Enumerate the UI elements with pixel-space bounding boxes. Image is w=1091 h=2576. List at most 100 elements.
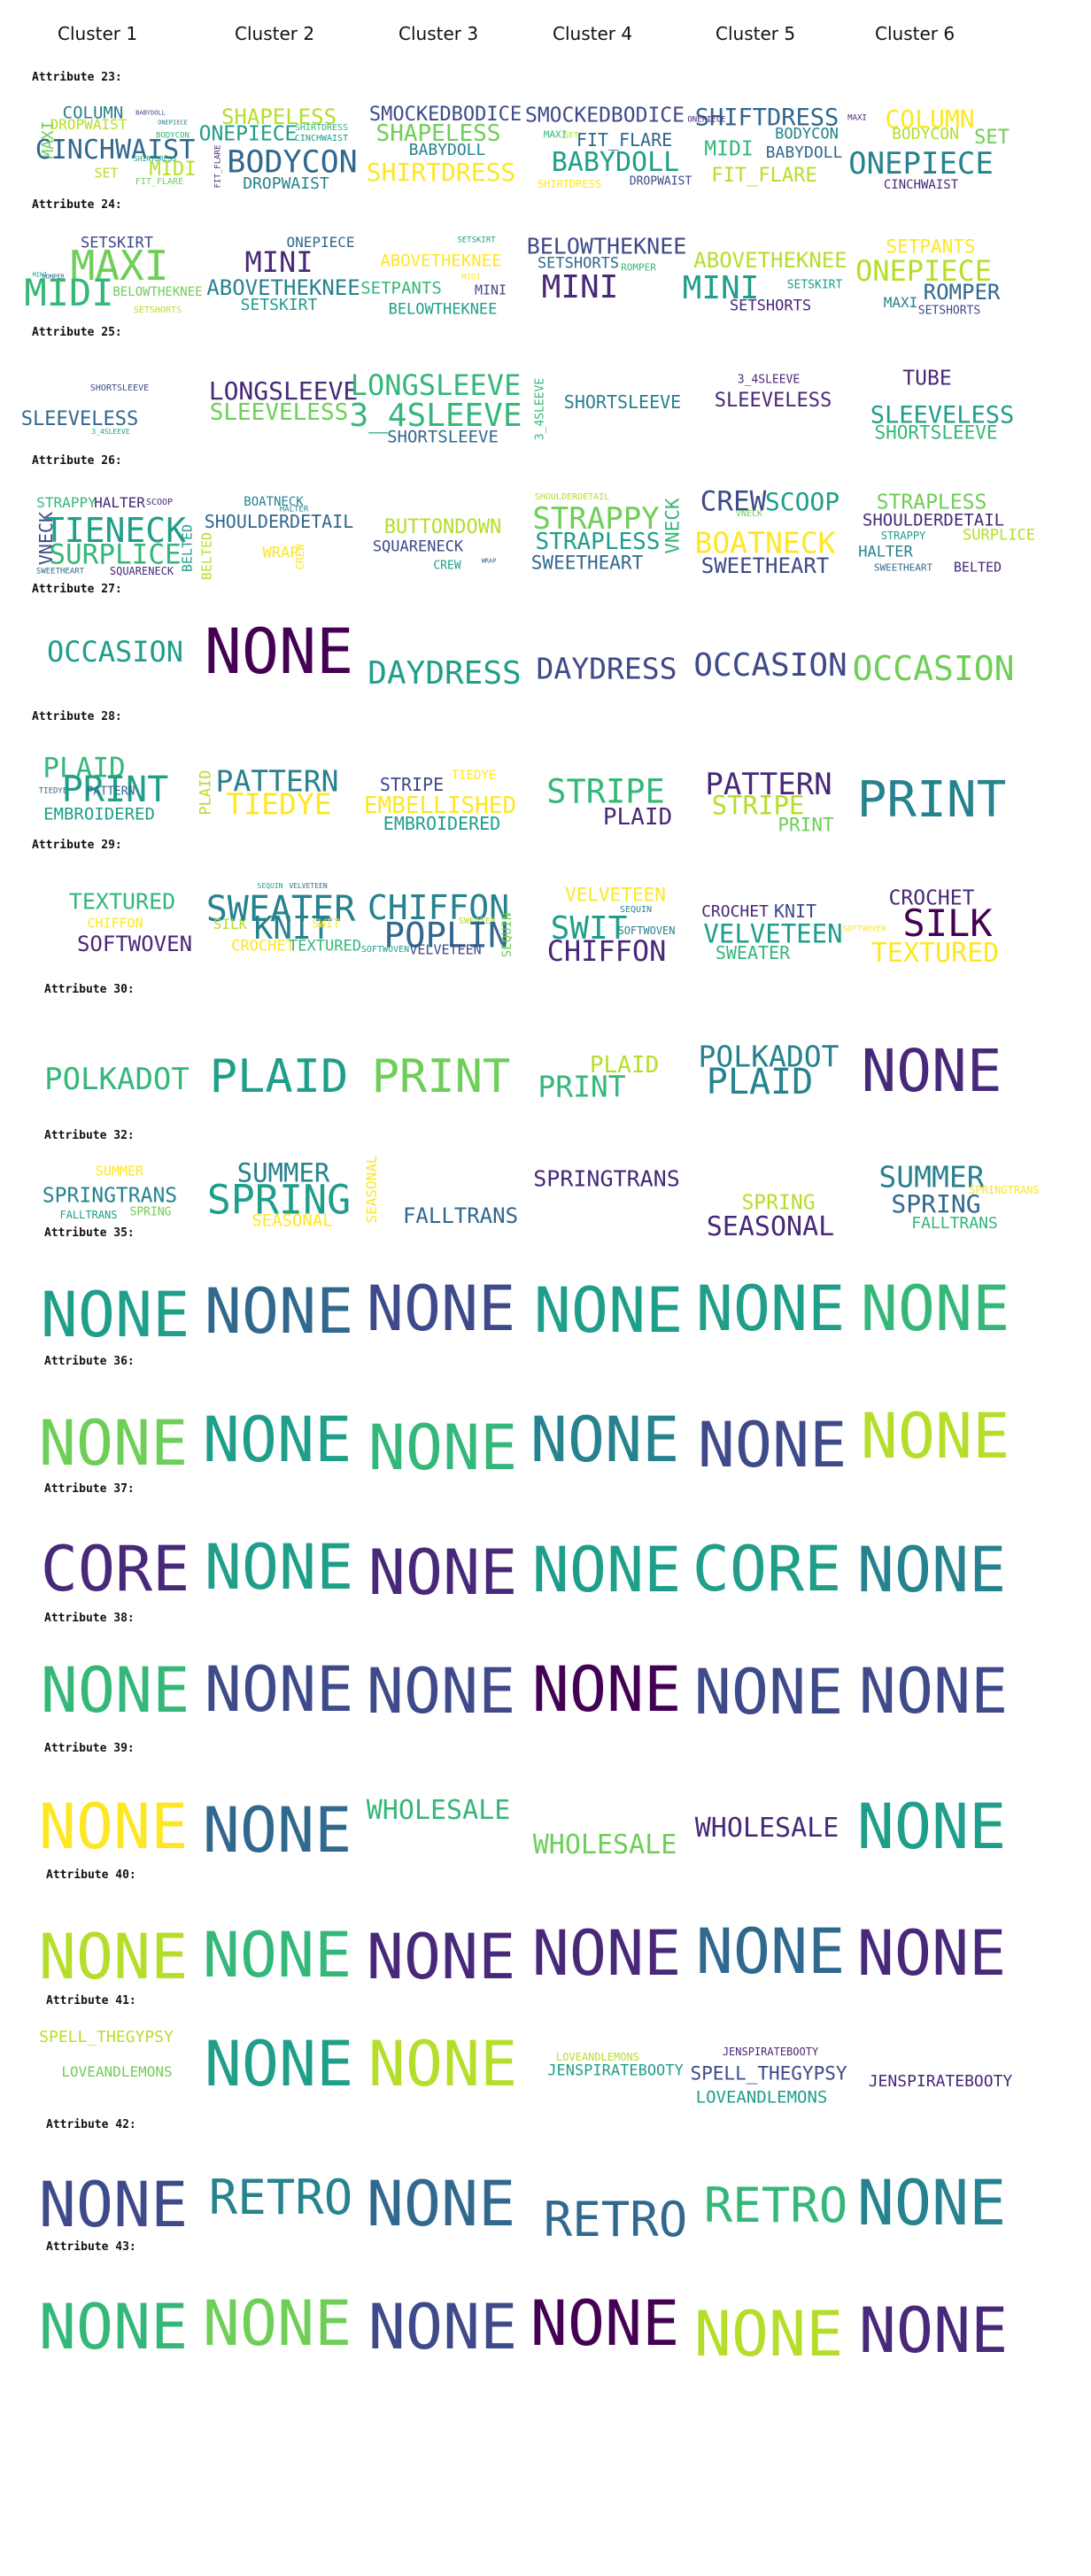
- word-cloud-cluster-2: SEQUIN VELVETEEN SWEATER SILK KNIT SWIT CROCHE…: [199, 846, 361, 955]
- word-sleeveless: SLEEVELESS: [209, 399, 349, 426]
- word-cloud-cluster-5: SPRING SEASONAL: [689, 1136, 848, 1242]
- word-onepiece: ONEPIECE: [198, 122, 298, 146]
- word-loveandlemons: LOVEANDLEMONS: [61, 2063, 173, 2080]
- word-cloud-cluster-1: SHORTSLEEVE SLEEVELESS 3_4SLEEVE: [21, 333, 195, 439]
- word-onepiece: ONEPIECE: [286, 234, 355, 251]
- word-midi: MIDI: [24, 271, 114, 314]
- attribute-label-attribute-38: Attribute 38:: [44, 1612, 135, 1625]
- word-shortsleeve: SHORTSLEEVE: [387, 427, 499, 447]
- attribute-label-attribute-26: Attribute 26:: [32, 454, 122, 468]
- word-cloud-cluster-6: NONE: [852, 1876, 1011, 1984]
- word-cloud-cluster-4: NONE: [527, 1876, 686, 1984]
- word-cloud-cluster-3: CHIFFON SWEATER POPLIN SEQUIN SOFTWOVEN VELVE…: [360, 846, 522, 957]
- word-spring: SPRING: [891, 1189, 981, 1218]
- word-setpants: SETPANTS: [886, 236, 976, 258]
- word-cloud-cluster-5: JENSPIRATEBOOTY SPELL_THEGYPSY LOVEANDLEMO…: [689, 2001, 848, 2108]
- word-cloud-cluster-6: COLUMN BODYCON SET ONEPIECE MAXI CINCHWAIST: [847, 78, 1011, 192]
- word-shortsleeve: SHORTSLEEVE: [563, 391, 682, 413]
- word-cloud-cluster-2: NONE: [199, 1362, 359, 1471]
- word-cloud-cluster-6: OCCASION: [852, 590, 1014, 696]
- word-daydress: DAYDRESS: [536, 651, 677, 686]
- word-embroidered: EMBROIDERED: [43, 804, 155, 824]
- word-velveteen: VELVETEEN: [703, 918, 843, 949]
- word-cloud-cluster-2: ONEPIECE MINI ABOVETHEKNEE SETSKIRT: [199, 205, 360, 313]
- word-softwoven: SOFTWOVEN: [617, 924, 676, 937]
- word-none: NONE: [531, 1653, 682, 1726]
- word-cloud-cluster-3: NONE: [363, 1876, 522, 1988]
- attribute-label-attribute-39: Attribute 39:: [44, 1742, 135, 1755]
- word-cloud-cluster-3: NONE: [363, 2001, 522, 2108]
- word-stripe: STRIPE: [711, 790, 805, 821]
- attribute-label-attribute-35: Attribute 35:: [44, 1226, 135, 1240]
- word-none: NONE: [204, 1275, 354, 1348]
- cluster-header-4: Cluster 4: [553, 23, 633, 44]
- word-abovetheknee: ABOVETHEKNEE: [380, 251, 502, 271]
- word-cloud-cluster-1: SUMMER SPRINGTRANS FALLTRANS SPRING: [35, 1136, 195, 1242]
- word-none: NONE: [856, 1534, 1007, 1606]
- word-none: NONE: [40, 1279, 190, 1351]
- word-seasonal: SEASONAL: [706, 1211, 835, 1242]
- word-babydoll: BABYDOLL: [135, 109, 166, 117]
- word-sequin: SEQUIN: [500, 912, 515, 958]
- word-cinchwaist: CINCHWAIST: [294, 134, 349, 143]
- word-crochet: CROCHET: [231, 937, 295, 955]
- word-softwoven: SOFTWOVEN: [842, 924, 886, 934]
- word-crochet: CROCHET: [701, 902, 769, 921]
- word-cloud-cluster-4: BELOWTHEKNEE SETSHORTS ROMPER MINI: [527, 205, 687, 312]
- word-none: NONE: [38, 1791, 189, 1863]
- word-sleeveless: SLEEVELESS: [714, 390, 832, 412]
- word-shoulderdetail: SHOULDERDETAIL: [204, 511, 354, 532]
- word-none: NONE: [366, 1273, 516, 1345]
- word-loveandlemons: LOVEANDLEMONS: [695, 2087, 828, 2108]
- word-dropwaist: DROPWAIST: [243, 174, 329, 193]
- word-cloud-cluster-6: SETPANTS ONEPIECE MAXI ROMPER SETSHORTS: [852, 205, 1011, 317]
- word-none: NONE: [695, 1273, 846, 1345]
- word-silk: SILK: [213, 916, 248, 932]
- word-knit: KNIT: [773, 901, 817, 922]
- word-wholesale: WHOLESALE: [366, 1795, 511, 1826]
- word-surplice: SURPLICE: [49, 538, 182, 571]
- word-cloud-cluster-3: STRIPE TIEDYE EMBELLISHED EMBROIDERED: [363, 717, 522, 832]
- cluster-header-1: Cluster 1: [58, 23, 138, 44]
- word-cloud-cluster-3: NONE: [363, 1489, 522, 1604]
- word-plaid: PLAID: [589, 1052, 660, 1079]
- attribute-label-attribute-41: Attribute 41:: [46, 1994, 136, 2007]
- word-cloud-cluster-2: SUMMER SPRING SEASONAL: [199, 1136, 359, 1242]
- word-stripe: STRIPE: [546, 772, 665, 811]
- word-cloud-cluster-6: NONE: [852, 990, 1011, 1101]
- word-none: NONE: [530, 1404, 680, 1476]
- word-print: PRINT: [778, 814, 834, 836]
- word-cloud-cluster-5: RETRO: [689, 2125, 848, 2232]
- word-wholesale: WHOLESALE: [694, 1813, 840, 1844]
- word-cloud-cluster-5: NONE: [689, 1876, 848, 1983]
- word-swit: SWIT: [550, 910, 628, 947]
- word-cloud-cluster-5: PATTERN STRIPE PRINT: [689, 717, 848, 834]
- word-print: PRINT: [61, 770, 169, 810]
- word-textured: TEXTURED: [68, 888, 176, 915]
- word-none: NONE: [368, 1412, 518, 1484]
- word-daydress: DAYDRESS: [368, 655, 522, 692]
- attribute-label-attribute-43: Attribute 43:: [46, 2240, 136, 2254]
- word-softwoven: SOFTWOVEN: [360, 945, 410, 955]
- word-cloud-cluster-3: BUTTONDOWN SQUARENECK CREW WRAP: [363, 461, 522, 572]
- word-cloud-cluster-2: NONE: [199, 590, 359, 696]
- word-spring: SPRING: [129, 1205, 172, 1219]
- word-shapeless: SHAPELESS: [375, 120, 501, 147]
- word-cloud-cluster-4: STRIPE PLAID: [527, 717, 686, 830]
- word-smockedbodice: SMOCKEDBODICE: [368, 104, 522, 126]
- word-cloud-cluster-3: SMOCKEDBODICE SHAPELESS BABYDOLL SHIRTDRESS: [363, 78, 522, 185]
- word-cloud-cluster-6: TUBE SLEEVELESS SHORTSLEEVE: [852, 333, 1015, 442]
- word-chiffon: CHIFFON: [87, 915, 143, 932]
- word-cloud-cluster-1: NONE: [35, 1234, 195, 1346]
- word-sequin: SEQUIN: [257, 882, 283, 890]
- word-mini: MINI: [244, 245, 313, 279]
- word-cloud-cluster-2: PATTERN PLAID TIEDYE: [197, 717, 359, 824]
- word-cloud-cluster-4: NONE: [527, 2247, 686, 2355]
- word-boatneck: BOATNECK: [244, 495, 304, 509]
- word-onepiece: ONEPIECE: [855, 254, 993, 288]
- word-midi: MIDI: [149, 159, 197, 181]
- attribute-label-attribute-25: Attribute 25:: [32, 326, 122, 339]
- word-chiffon: CHIFFON: [367, 888, 510, 927]
- word-summer: SUMMER: [236, 1157, 330, 1188]
- word-plaid: PLAID: [209, 1050, 349, 1103]
